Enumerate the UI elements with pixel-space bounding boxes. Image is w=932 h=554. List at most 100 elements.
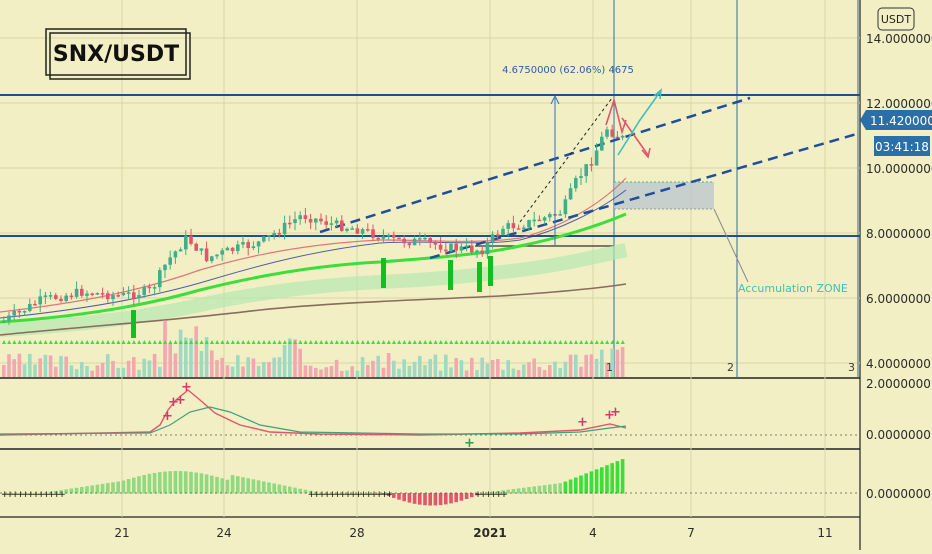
volume-bar <box>620 347 625 377</box>
histogram-bar <box>360 493 365 494</box>
histogram-bar <box>386 493 391 497</box>
trend-marker <box>433 340 438 344</box>
candle <box>527 219 531 231</box>
trend-marker <box>111 340 116 344</box>
volume-bar <box>194 326 198 377</box>
trend-marker <box>33 340 38 344</box>
trend-marker <box>589 340 594 344</box>
trend-marker <box>293 340 298 344</box>
trend-marker <box>428 340 433 344</box>
svg-text:+: + <box>162 409 173 424</box>
histogram-bar <box>412 493 417 504</box>
trend-marker <box>262 340 266 344</box>
histogram-bar <box>80 487 84 494</box>
candle <box>324 215 328 229</box>
trend-marker <box>334 340 339 344</box>
histogram-bar <box>168 471 172 494</box>
oscillator-2-histogram[interactable]: ++++++++++++ ++++++++++++++++ ++++++ <box>1 459 625 506</box>
currency-badge[interactable]: USDT <box>877 7 915 31</box>
volume-bar <box>158 366 162 377</box>
candle <box>173 250 178 264</box>
candle <box>558 210 562 216</box>
cross-marker: + <box>32 490 40 500</box>
candle <box>615 131 620 139</box>
zone-pointer <box>713 208 749 283</box>
candle <box>303 207 308 224</box>
histogram-bar <box>251 479 256 494</box>
candle <box>345 227 349 233</box>
candle <box>215 254 219 260</box>
price-axis[interactable]: 14.0000000 12.0000000 10.0000000 8.00000… <box>866 32 932 501</box>
histogram-bar <box>22 493 27 494</box>
trend-marker <box>38 340 43 344</box>
trend-marker <box>381 340 386 344</box>
histogram-bar <box>392 493 396 498</box>
volume-bar <box>189 338 193 377</box>
osc2-axis-label: 0.0000000 <box>866 487 931 501</box>
histogram-bar <box>563 481 568 494</box>
volume-bar <box>33 364 37 377</box>
candle <box>168 250 172 270</box>
trend-marker <box>360 340 365 344</box>
candle <box>548 212 552 222</box>
trend-marker <box>459 340 464 344</box>
volume-bar <box>366 364 370 377</box>
histogram-bar <box>501 490 505 494</box>
volume-bar <box>111 360 115 377</box>
volume-bar <box>17 353 22 377</box>
time-axis-label: 28 <box>349 526 364 540</box>
symbol-label-box: SNX/USDT <box>45 28 191 80</box>
oscillator-1[interactable]: ++++ + ++ + <box>0 380 860 451</box>
trend-marker <box>28 340 32 344</box>
volume-bar <box>329 366 334 377</box>
volume-bar <box>142 358 146 377</box>
histogram-bar <box>277 484 282 494</box>
volume-bar <box>43 354 48 377</box>
trend-marker <box>12 340 17 344</box>
histogram-bar <box>600 467 604 494</box>
trend-marker <box>579 340 584 344</box>
trend-marker <box>163 340 168 344</box>
volume-bar <box>563 361 568 377</box>
volume-bar <box>152 353 157 377</box>
candle <box>454 238 458 259</box>
candle <box>137 289 141 303</box>
volume-bar <box>308 365 313 377</box>
trend-marker <box>574 340 578 344</box>
histogram-bar <box>568 479 573 494</box>
volume-bar <box>267 362 271 377</box>
candle <box>584 164 588 183</box>
histogram-bar <box>100 483 105 494</box>
trend-marker <box>480 340 485 344</box>
histogram-bar <box>423 493 427 506</box>
trendlines[interactable] <box>319 96 861 260</box>
price-range-measure[interactable]: 4.6750000 (62.06%) 4675 <box>502 65 634 245</box>
histogram-bar <box>189 471 193 494</box>
trend-marker <box>194 340 199 344</box>
candlestick-series[interactable] <box>2 124 625 325</box>
histogram-bar <box>59 490 63 494</box>
time-axis-label: 7 <box>687 526 695 540</box>
histogram-bar <box>272 483 276 494</box>
trend-marker <box>371 340 376 344</box>
trend-marker <box>95 340 100 344</box>
time-axis[interactable]: 21 24 28 2021 4 7 11 <box>114 526 832 540</box>
trend-marker <box>532 340 537 344</box>
candle <box>2 316 6 323</box>
candle <box>470 239 474 255</box>
volume-bar <box>428 359 432 377</box>
volume-bar <box>215 360 219 377</box>
histogram-bar <box>163 471 167 494</box>
accumulation-zone-box[interactable] <box>614 182 714 209</box>
candle <box>542 216 547 225</box>
volume-bar <box>376 355 380 377</box>
candle <box>132 284 136 306</box>
trend-marker <box>137 340 142 344</box>
histogram-bar <box>173 471 178 494</box>
volume-bar <box>126 360 131 377</box>
histogram-bar <box>199 473 204 494</box>
